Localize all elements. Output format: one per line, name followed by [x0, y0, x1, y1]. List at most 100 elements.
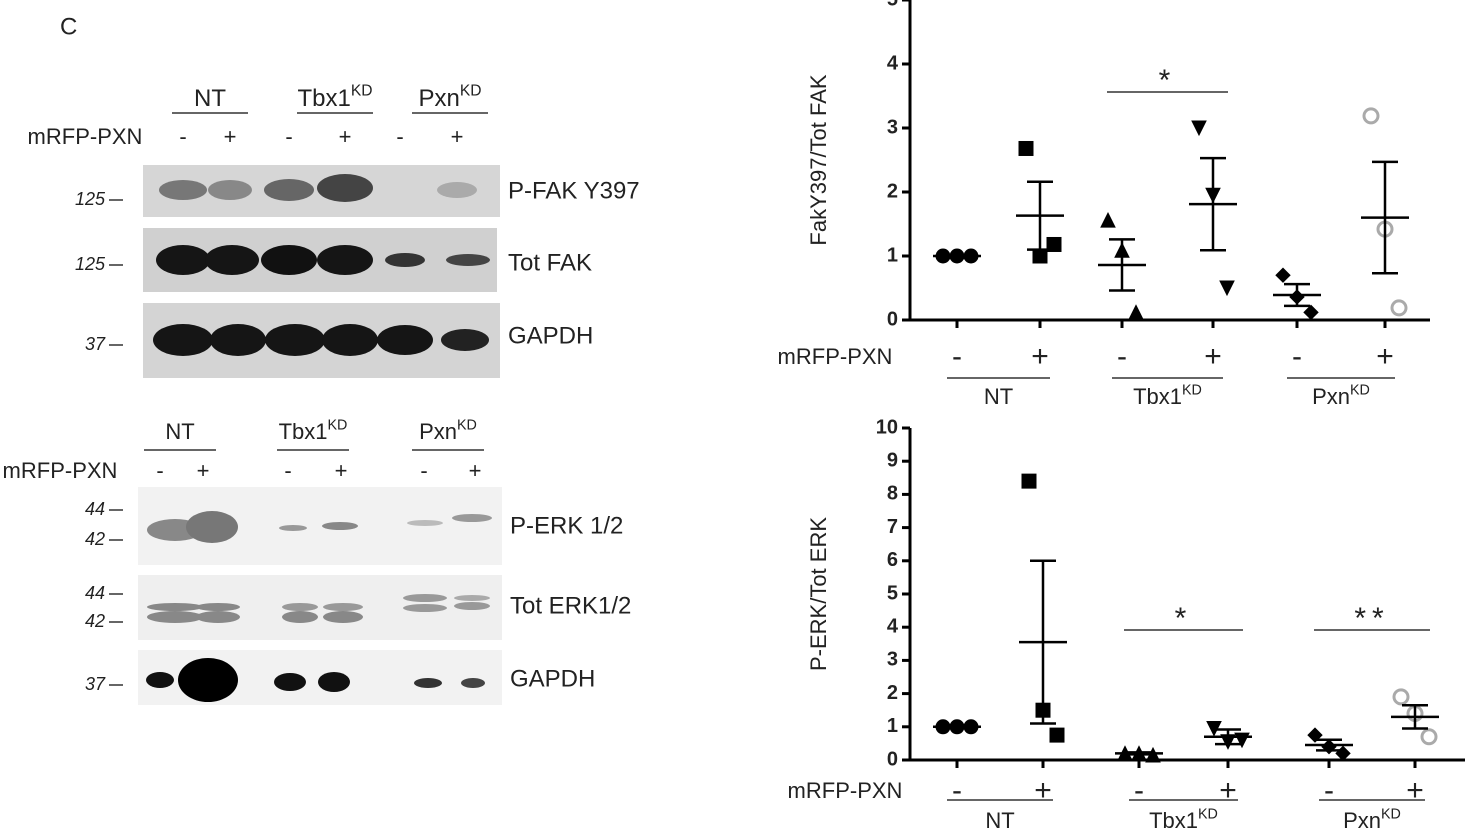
y-tick-label: 2: [887, 682, 898, 704]
panel-label: C: [60, 13, 77, 40]
group-superscript: KD: [1198, 806, 1218, 822]
significance-label: *: [1175, 602, 1193, 635]
point: [1303, 304, 1319, 321]
x-tick-label: +: [1219, 774, 1237, 807]
x-tick-label: -: [1292, 340, 1302, 373]
sign: +: [197, 458, 210, 483]
y-tick-label: 4: [887, 52, 899, 74]
band-label: Tot FAK: [508, 249, 592, 276]
y-tick-label: 9: [887, 449, 898, 471]
y-tick-label: 6: [887, 549, 898, 571]
sign: +: [469, 458, 482, 483]
band-label: Tot ERK1/2: [510, 592, 631, 619]
group-name: Pxn: [1312, 384, 1350, 409]
point: [1128, 304, 1144, 320]
y-tick-label: 7: [887, 516, 898, 538]
group-label: NT: [985, 808, 1014, 833]
group-label: PxnKD: [418, 83, 481, 113]
size-marker: 42: [85, 611, 105, 631]
point: [1219, 280, 1235, 297]
group-superscript: KD: [457, 417, 477, 433]
band-label: GAPDH: [510, 665, 595, 692]
sign: +: [335, 458, 348, 483]
group-label: PxnKD: [1343, 806, 1401, 833]
y-tick-label: 8: [887, 483, 898, 505]
group-name: Pxn: [419, 419, 457, 444]
blot-image: [143, 165, 500, 378]
group-label: PxnKD: [1312, 382, 1370, 409]
y-tick-label: 10: [876, 416, 898, 438]
x-tick-label: +: [1376, 340, 1394, 373]
y-axis-label: FakY397/Tot FAK: [806, 74, 831, 246]
point: [1049, 727, 1065, 743]
group-name: NT: [165, 419, 194, 444]
group-superscript: KD: [351, 83, 373, 100]
size-marker: 37: [85, 334, 106, 354]
point: [1021, 473, 1037, 489]
x-tick-label: +: [1034, 774, 1052, 807]
sign: -: [285, 124, 292, 149]
row-label: mRFP-PXN: [3, 458, 118, 483]
group-name: NT: [194, 85, 226, 112]
y-tick-label: 4: [887, 615, 899, 637]
point: [1191, 120, 1207, 137]
band-label: GAPDH: [508, 322, 593, 349]
x-tick-label: -: [1324, 774, 1334, 807]
point: [1100, 212, 1116, 228]
size-marker: 125: [75, 189, 106, 209]
group-label: Tbx1KD: [1133, 382, 1202, 409]
group-label: Tbx1KD: [279, 417, 348, 444]
size-marker: 125: [75, 254, 106, 274]
point: [1420, 728, 1438, 746]
row-label: mRFP-PXN: [788, 778, 903, 803]
group-label: PxnKD: [419, 417, 477, 444]
point: [1046, 236, 1062, 252]
point: [1275, 267, 1291, 283]
blot-image: [138, 487, 502, 705]
row-label: mRFP-PXN: [28, 124, 143, 149]
group-superscript: KD: [1381, 806, 1401, 822]
size-marker: 44: [85, 499, 105, 519]
group-name: Tbx1: [279, 419, 328, 444]
y-tick-label: 1: [887, 715, 898, 737]
group-name: Tbx1: [1133, 384, 1182, 409]
y-axis-label: P-ERK/Tot ERK: [806, 517, 831, 671]
y-tick-label: 5: [887, 582, 898, 604]
sign: -: [396, 124, 403, 149]
y-tick-label: 2: [887, 180, 898, 202]
y-tick-label: 1: [887, 244, 898, 266]
group-name: NT: [985, 808, 1014, 833]
group-superscript: KD: [1350, 382, 1370, 398]
x-tick-label: -: [1134, 774, 1144, 807]
group-label: NT: [165, 419, 194, 444]
group-name: Pxn: [418, 85, 459, 112]
group-label: Tbx1KD: [297, 83, 372, 113]
point: [1018, 140, 1034, 156]
point: [1392, 688, 1410, 706]
band-label: P-FAK Y397: [508, 177, 640, 204]
sign: -: [179, 124, 186, 149]
group-name: Pxn: [1343, 808, 1381, 833]
x-tick-label: +: [1406, 774, 1424, 807]
row-label: mRFP-PXN: [778, 344, 893, 369]
point: [1032, 248, 1048, 264]
sign: -: [420, 458, 427, 483]
x-tick-label: -: [1117, 340, 1127, 373]
group-name: Tbx1: [297, 85, 350, 112]
y-tick-label: 0: [887, 748, 898, 770]
size-marker: 37: [85, 674, 106, 694]
y-tick-label: 5: [887, 0, 898, 10]
group-superscript: KD: [1182, 382, 1202, 398]
x-tick-label: -: [952, 774, 962, 807]
size-marker: 42: [85, 529, 105, 549]
group-label: NT: [194, 85, 226, 112]
sign: +: [339, 124, 352, 149]
group-superscript: KD: [460, 83, 482, 100]
group-label: NT: [984, 384, 1013, 409]
group-label: Tbx1KD: [1149, 806, 1218, 833]
significance-label: *: [1159, 64, 1177, 97]
point: [1362, 107, 1380, 125]
point: [1390, 299, 1408, 317]
group-superscript: KD: [328, 417, 348, 433]
